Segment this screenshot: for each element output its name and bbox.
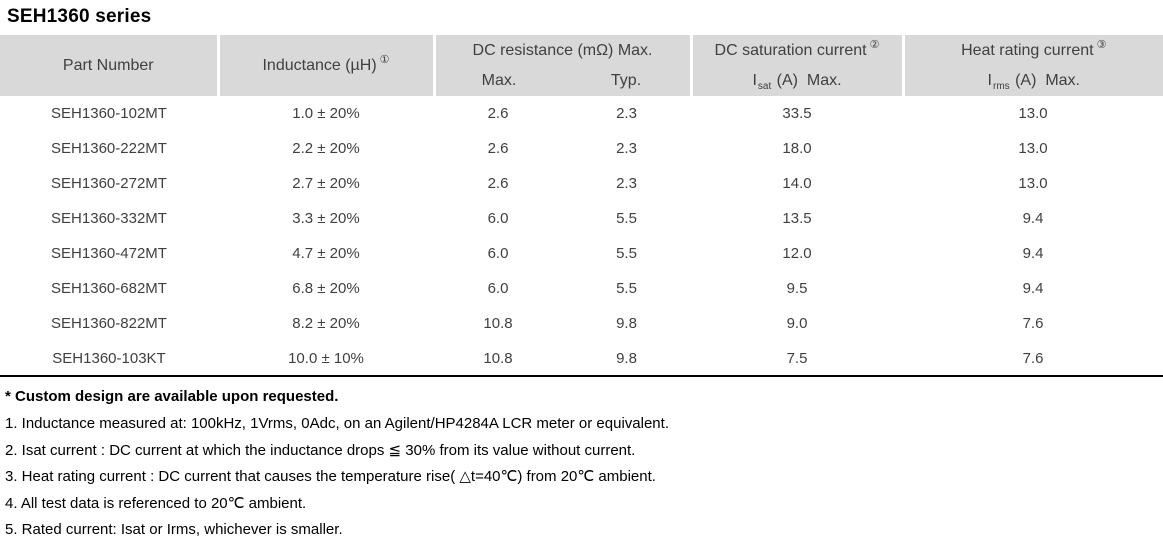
cell-inductance: 2.7 ± 20% bbox=[292, 175, 360, 192]
note-ref-2: ② bbox=[869, 39, 880, 52]
note-line: 1. Inductance measured at: 100kHz, 1Vrms… bbox=[5, 415, 669, 432]
cell-dcr-max: 10.8 bbox=[483, 349, 513, 367]
spec-table-header: Part Number Inductance (µH) ① DC resistan… bbox=[0, 35, 1163, 96]
col-header-dc-resistance: DC resistance (mΩ) Max. Max. Typ. bbox=[432, 35, 692, 96]
cell-part-number: SEH1360-102MT bbox=[51, 105, 167, 122]
note-line: 5. Rated current: Isat or Irms, whicheve… bbox=[5, 521, 343, 538]
cell-isat: 9.0 bbox=[786, 315, 808, 332]
cell-inductance: 10.0 ± 10% bbox=[288, 349, 364, 367]
cell-dcr-typ: 2.3 bbox=[616, 175, 637, 192]
cell-dcr-max: 2.6 bbox=[487, 140, 509, 157]
cell-irms: 9.4 bbox=[1022, 210, 1044, 227]
cell-inductance: 2.2 ± 20% bbox=[292, 140, 360, 157]
cell-dcr-max: 10.8 bbox=[483, 315, 513, 332]
cell-part-number: SEH1360-682MT bbox=[51, 280, 167, 297]
isat-subscript: sat bbox=[757, 80, 772, 92]
table-row: SEH1360-822MT 8.2 ± 20% 10.8 9.8 9.0 7.6 bbox=[0, 306, 1163, 341]
note-line: 4. All test data is referenced to 20℃ am… bbox=[5, 494, 307, 512]
note-ref-3: ③ bbox=[1096, 39, 1107, 52]
table-row: SEH1360-102MT 1.0 ± 20% 2.6 2.3 33.5 13.0 bbox=[0, 96, 1163, 131]
col-header-dc-resistance-label: DC resistance (mΩ) Max. bbox=[472, 41, 653, 59]
cell-inductance: 4.7 ± 20% bbox=[292, 245, 360, 262]
cell-isat: 13.5 bbox=[782, 210, 812, 227]
table-row: SEH1360-682MT 6.8 ± 20% 6.0 5.5 9.5 9.4 bbox=[0, 271, 1163, 306]
cell-isat: 14.0 bbox=[782, 175, 812, 192]
cell-irms: 13.0 bbox=[1018, 140, 1048, 157]
cell-part-number: SEH1360-222MT bbox=[51, 140, 167, 157]
col-header-dcr-typ-label: Typ. bbox=[610, 71, 642, 89]
note-line: 2. Isat current : DC current at which th… bbox=[5, 441, 636, 459]
cell-irms: 7.6 bbox=[1022, 349, 1044, 367]
col-header-inductance-label: Inductance (µH) bbox=[262, 56, 377, 74]
cell-irms: 9.4 bbox=[1022, 280, 1044, 297]
cell-dcr-typ: 5.5 bbox=[616, 280, 637, 297]
irms-units: (A) Max. bbox=[1010, 71, 1080, 89]
col-header-part-number-label: Part Number bbox=[62, 56, 154, 74]
col-header-dc-saturation-label: DC saturation current bbox=[714, 41, 867, 59]
col-header-inductance: Inductance (µH) ① bbox=[216, 35, 434, 96]
cell-isat: 7.5 bbox=[786, 349, 808, 367]
cell-irms: 13.0 bbox=[1018, 175, 1048, 192]
cell-inductance: 3.3 ± 20% bbox=[292, 210, 360, 227]
table-row: SEH1360-272MT 2.7 ± 20% 2.6 2.3 14.0 13.0 bbox=[0, 166, 1163, 201]
irms-subscript: rms bbox=[992, 80, 1010, 92]
cell-dcr-typ: 9.8 bbox=[616, 349, 637, 367]
page-title: SEH1360 series bbox=[7, 6, 152, 27]
cell-isat: 9.5 bbox=[786, 280, 808, 297]
table-row: SEH1360-222MT 2.2 ± 20% 2.6 2.3 18.0 13.0 bbox=[0, 131, 1163, 166]
cell-dcr-max: 6.0 bbox=[487, 210, 509, 227]
cell-isat: 33.5 bbox=[782, 105, 812, 122]
cell-irms: 9.4 bbox=[1022, 245, 1044, 262]
cell-dcr-typ: 5.5 bbox=[616, 245, 637, 262]
spec-table: Part Number Inductance (µH) ① DC resistan… bbox=[0, 35, 1163, 377]
cell-dcr-max: 2.6 bbox=[487, 175, 509, 192]
col-header-heat-rating: Heat rating current ③ Irms (A) Max. bbox=[901, 35, 1163, 96]
cell-isat: 12.0 bbox=[782, 245, 812, 262]
cell-part-number: SEH1360-272MT bbox=[51, 175, 167, 192]
cell-irms: 13.0 bbox=[1018, 105, 1048, 122]
col-header-part-number: Part Number bbox=[0, 35, 218, 96]
note-ref-1: ① bbox=[379, 54, 390, 67]
cell-isat: 18.0 bbox=[782, 140, 812, 157]
col-header-dc-saturation: DC saturation current ② Isat (A) Max. bbox=[689, 35, 904, 96]
irms-symbol: I bbox=[987, 71, 992, 89]
notes-block: * Custom design are available upon reque… bbox=[0, 377, 1163, 544]
custom-design-note: * Custom design are available upon reque… bbox=[5, 388, 339, 405]
cell-inductance: 1.0 ± 20% bbox=[292, 105, 360, 122]
cell-part-number: SEH1360-822MT bbox=[51, 315, 167, 332]
spec-table-body: SEH1360-102MT 1.0 ± 20% 2.6 2.3 33.5 13.0 SEH1… bbox=[0, 96, 1163, 376]
cell-inductance: 6.8 ± 20% bbox=[292, 280, 360, 297]
cell-part-number: SEH1360-472MT bbox=[51, 245, 167, 262]
cell-dcr-max: 6.0 bbox=[487, 280, 509, 297]
table-row: SEH1360-332MT 3.3 ± 20% 6.0 5.5 13.5 9.4 bbox=[0, 201, 1163, 236]
cell-dcr-max: 2.6 bbox=[487, 105, 509, 122]
col-header-heat-rating-label: Heat rating current bbox=[961, 41, 1094, 59]
cell-dcr-typ: 2.3 bbox=[616, 140, 637, 157]
isat-units: (A) Max. bbox=[772, 71, 842, 89]
table-row: SEH1360-472MT 4.7 ± 20% 6.0 5.5 12.0 9.4 bbox=[0, 236, 1163, 271]
cell-dcr-typ: 2.3 bbox=[616, 105, 637, 122]
cell-inductance: 8.2 ± 20% bbox=[292, 315, 360, 332]
cell-part-number: SEH1360-103KT bbox=[52, 349, 166, 367]
cell-dcr-typ: 9.8 bbox=[616, 315, 637, 332]
cell-dcr-max: 6.0 bbox=[487, 245, 509, 262]
cell-dcr-typ: 5.5 bbox=[616, 210, 637, 227]
col-header-dcr-max-label: Max. bbox=[481, 71, 517, 89]
cell-irms: 7.6 bbox=[1022, 315, 1044, 332]
notes-list: 1. Inductance measured at: 100kHz, 1Vrms… bbox=[3, 411, 1163, 544]
note-line: 3. Heat rating current : DC current that… bbox=[5, 468, 656, 485]
isat-symbol: I bbox=[752, 71, 757, 89]
cell-part-number: SEH1360-332MT bbox=[51, 210, 167, 227]
header-row: Part Number Inductance (µH) ① DC resistan… bbox=[0, 35, 1163, 96]
table-row: SEH1360-103KT 10.0 ± 10% 10.8 9.8 7.5 7.6 bbox=[0, 341, 1163, 376]
